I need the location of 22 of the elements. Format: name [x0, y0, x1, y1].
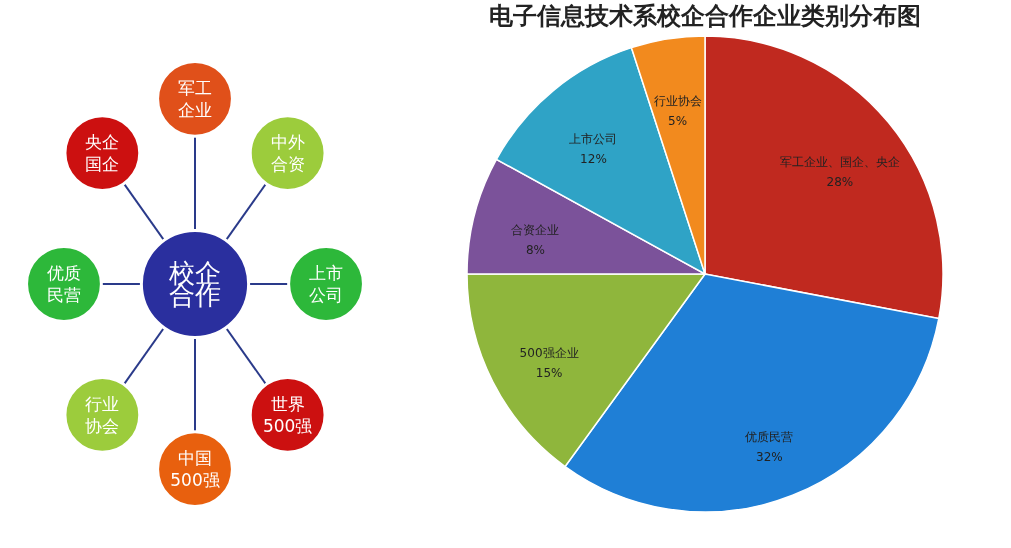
text: 中国500强 — [170, 448, 220, 491]
data-label: 32% — [756, 449, 783, 464]
text: 中外合资 — [270, 132, 305, 175]
text: 央企国企 — [85, 132, 120, 175]
data-label: 12% — [580, 152, 607, 167]
text: 世界500强 — [262, 393, 313, 436]
text: 校企合作 — [168, 258, 221, 310]
data-label: 15% — [535, 366, 563, 381]
slice-label: 合资企业 — [511, 223, 560, 238]
slice-label: 行业协会 — [653, 94, 702, 109]
slice-label: 上市公司 — [569, 132, 618, 147]
text: 军工企业 — [178, 77, 212, 120]
slice-label: 优质民营 — [745, 429, 794, 444]
text: 上市公司 — [309, 263, 344, 305]
text: 行业协会 — [85, 393, 120, 436]
slice-label: 500强企业 — [519, 346, 579, 361]
data-label: 5% — [668, 114, 688, 129]
data-label: 28% — [826, 175, 854, 190]
slice-label: 军工企业、国企、央企 — [779, 155, 900, 170]
data-label: 8% — [525, 243, 546, 258]
chart-title: 电子信息技术系校企合作企业类别分布图 — [489, 2, 921, 30]
text: 优质民营 — [46, 263, 81, 305]
